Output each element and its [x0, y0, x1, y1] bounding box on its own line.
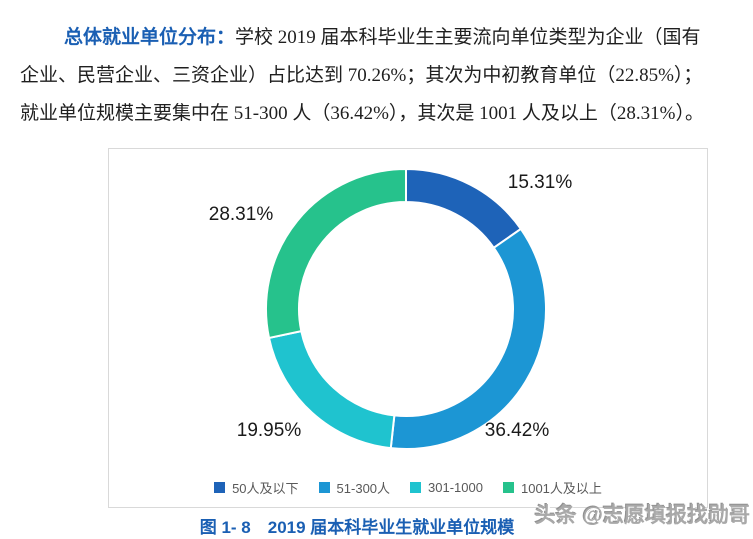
donut-data-label-2: 19.95% [236, 420, 302, 441]
paragraph-line-1: 总体就业单位分布：学校 2019 届本科毕业生主要流向单位类型为企业（国有 [20, 19, 741, 57]
donut-segment-3 [264, 167, 407, 340]
legend-marker-icon [214, 482, 226, 493]
summary-paragraph: 总体就业单位分布：学校 2019 届本科毕业生主要流向单位类型为企业（国有 企业… [20, 19, 741, 133]
chart-container: 15.31% 36.42% 19.95% 28.31% 50人及以下 51-300人 30… [108, 148, 708, 508]
legend-marker-icon [410, 482, 422, 493]
figure-caption: 图 1- 8 2019 届本科毕业生就业单位规模 [199, 518, 515, 537]
chart-legend: 50人及以下 51-300人 301-1000 1001人及以上 [109, 478, 707, 497]
donut-segment-0 [405, 167, 523, 250]
legend-item-1: 51-300人 [318, 478, 391, 497]
legend-label: 50人及以下 [232, 481, 299, 496]
legend-item-3: 1001人及以上 [502, 478, 602, 497]
legend-marker-icon [318, 482, 330, 493]
donut-chart [264, 167, 547, 450]
watermark-text: 头条 @志愿填报找勋哥 [534, 504, 750, 527]
paragraph-lead-heading: 总体就业单位分布： [64, 27, 236, 48]
legend-marker-icon [502, 482, 514, 493]
paragraph-line-2: 企业、民营企业、三资企业）占比达到 70.26%；其次为中初教育单位（22.85… [20, 65, 703, 86]
legend-item-0: 50人及以下 [214, 478, 299, 497]
legend-item-2: 301-1000 [410, 480, 483, 495]
donut-data-label-0: 15.31% [507, 172, 573, 193]
legend-label: 51-300人 [336, 481, 391, 496]
paragraph-line-3: 就业单位规模主要集中在 51-300 人（36.42%），其次是 1001 人及… [20, 103, 704, 124]
donut-data-label-3: 28.31% [208, 204, 274, 225]
legend-label: 301-1000 [428, 480, 483, 495]
paragraph-line-1-text: 学校 2019 届本科毕业生主要流向单位类型为企业（国有 [235, 27, 701, 48]
legend-label: 1001人及以上 [520, 481, 602, 496]
donut-data-label-1: 36.42% [484, 420, 550, 441]
donut-segment-1 [389, 227, 547, 450]
